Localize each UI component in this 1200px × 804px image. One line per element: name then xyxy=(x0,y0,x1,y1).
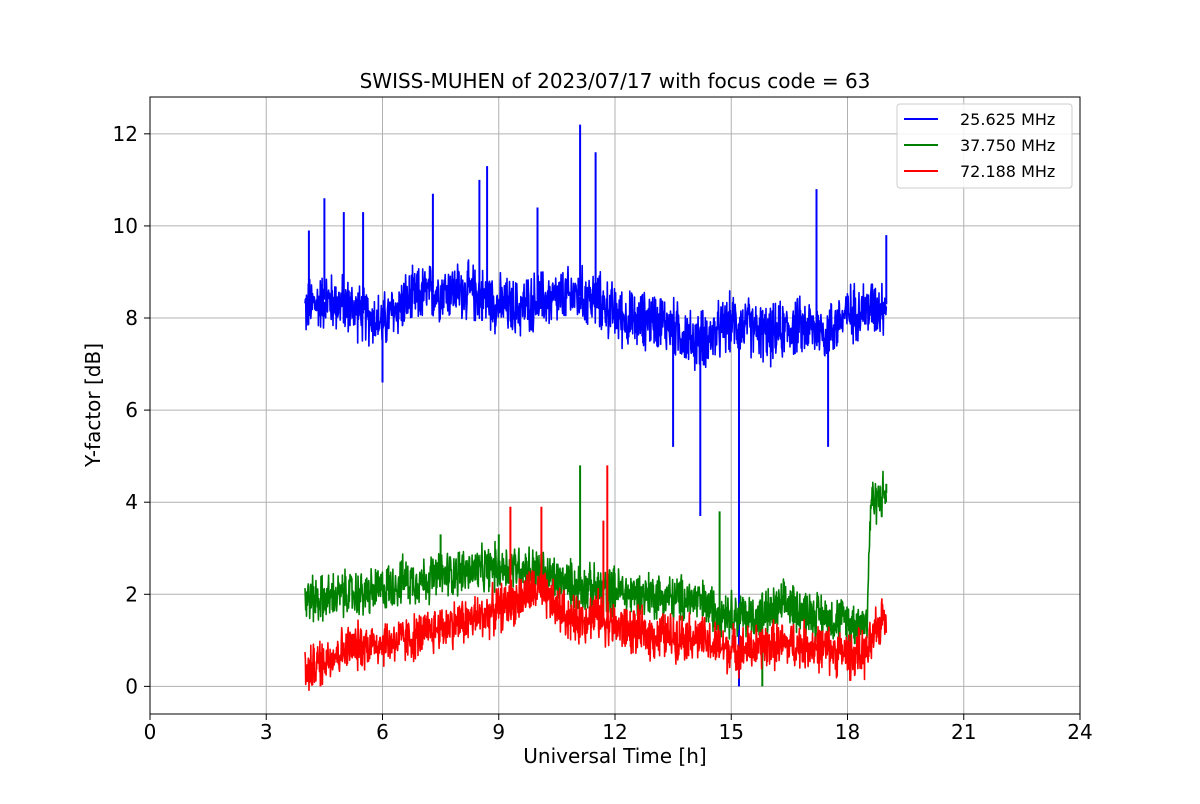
y-tick-label: 0 xyxy=(125,674,138,698)
legend-label-37750: 37.750 MHz xyxy=(960,136,1055,155)
x-tick-label: 24 xyxy=(1067,720,1092,744)
x-tick-label: 9 xyxy=(492,720,505,744)
chart-title: SWISS-MUHEN of 2023/07/17 with focus cod… xyxy=(360,69,871,93)
y-tick-label: 4 xyxy=(125,490,138,514)
series-line xyxy=(304,470,888,650)
x-tick-label: 12 xyxy=(602,720,627,744)
y-tick-label: 2 xyxy=(125,582,138,606)
x-axis-label: Universal Time [h] xyxy=(523,744,706,768)
y-tick-label: 12 xyxy=(113,122,138,146)
legend-label-25625: 25.625 MHz xyxy=(960,110,1055,129)
y-axis-label: Y-factor [dB] xyxy=(81,343,105,468)
plot-frame xyxy=(149,96,1081,715)
x-tick-label: 3 xyxy=(260,720,273,744)
series-line xyxy=(304,569,888,692)
legend-box xyxy=(896,103,1073,189)
x-axis-ticks: 0 3 6 9 12 15 18 21 24 xyxy=(144,714,1093,744)
series-25625MHz xyxy=(304,124,888,687)
y-tick-label: 8 xyxy=(125,306,138,330)
y-tick-label: 6 xyxy=(125,398,138,422)
x-tick-label: 15 xyxy=(719,720,744,744)
series-72188MHz xyxy=(304,465,888,692)
legend: 25.625 MHz 37.750 MHz 72.188 MHz xyxy=(896,103,1073,189)
x-tick-label: 18 xyxy=(835,720,860,744)
y-tick-label: 10 xyxy=(113,214,138,238)
x-tick-label: 21 xyxy=(951,720,976,744)
legend-label-72188: 72.188 MHz xyxy=(960,162,1055,181)
y-axis-ticks: 0 2 4 6 8 10 12 xyxy=(113,122,150,698)
plot-area xyxy=(304,124,888,692)
x-tick-label: 0 xyxy=(144,720,157,744)
x-tick-label: 6 xyxy=(376,720,389,744)
